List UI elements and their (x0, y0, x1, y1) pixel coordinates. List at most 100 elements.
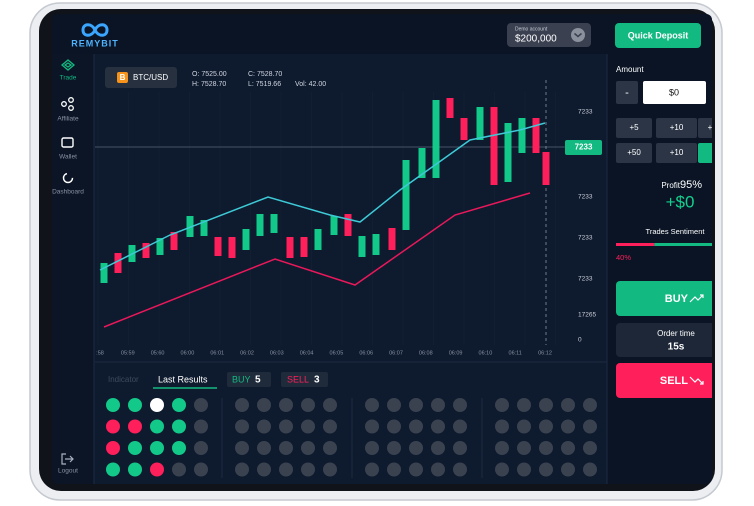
current-price: 7233 (575, 143, 593, 152)
time-label: 06:06 (359, 350, 373, 356)
result-dot (431, 419, 445, 434)
result-dot (561, 462, 575, 477)
sell-label: SELL (660, 375, 688, 387)
candle (476, 107, 484, 140)
time-label: 05:60 (151, 350, 165, 356)
sidebar-item[interactable]: Wallet (59, 154, 77, 161)
result-dot (453, 441, 467, 455)
candle (270, 214, 278, 233)
result-dot (172, 419, 186, 434)
result-dot (561, 419, 575, 434)
candle (402, 160, 410, 230)
result-dot (539, 419, 553, 434)
quick-amount-button[interactable] (616, 143, 652, 163)
result-dot (150, 441, 164, 455)
time-label: 06:07 (389, 350, 403, 356)
buy-count: 5 (255, 375, 261, 386)
order-time-box[interactable] (616, 323, 716, 357)
account-box[interactable] (507, 23, 591, 47)
time-label: 06:10 (479, 350, 493, 356)
result-dot (279, 419, 293, 434)
quick-amount-label: + (708, 123, 713, 132)
minus-button[interactable] (616, 81, 638, 104)
buy-label: BUY (665, 293, 689, 305)
quick-deposit-button[interactable] (615, 23, 701, 48)
sidebar-item[interactable]: Trade (60, 75, 77, 82)
candle (114, 253, 122, 273)
wallet-icon (61, 137, 74, 148)
indicator-tab[interactable]: Indicator (108, 375, 139, 384)
affiliate-icon (68, 97, 74, 103)
time-label: 05:59 (121, 350, 135, 356)
sidebar-item[interactable]: Dashboard (52, 189, 84, 196)
candle (156, 238, 164, 255)
result-dot (194, 398, 208, 412)
result-dot (409, 441, 423, 455)
sidebar-item[interactable]: Affiliate (57, 116, 79, 123)
time-label: 06:05 (330, 350, 344, 356)
result-dot (279, 398, 293, 412)
time-label: :58 (96, 350, 104, 356)
result-dot (235, 398, 249, 412)
result-dot (409, 419, 423, 434)
top-bar (52, 14, 712, 54)
results-grid (106, 398, 597, 478)
logo-text: REMYBIT (71, 38, 119, 48)
time-label: 06:00 (181, 350, 195, 356)
quick-amount-active[interactable] (698, 143, 718, 163)
dashboard-icon (62, 172, 74, 184)
result-dot (583, 462, 597, 477)
time-label: 06:04 (300, 350, 314, 356)
result-dot (387, 441, 401, 455)
result-dot (172, 441, 186, 455)
quick-amount-button[interactable] (656, 143, 697, 163)
sentiment-buy (654, 243, 712, 246)
result-dot (583, 441, 597, 455)
candle (532, 118, 540, 153)
result-dot (150, 398, 164, 412)
quick-amount-button[interactable] (698, 118, 718, 138)
result-dot (257, 419, 271, 434)
sentiment-bar (616, 243, 712, 246)
candle (372, 234, 380, 255)
result-dot (301, 398, 315, 412)
candle (142, 243, 150, 258)
quick-amounts: +5 +10 + +50 +10 (616, 118, 718, 163)
buy-button[interactable] (616, 281, 716, 316)
amount-input[interactable] (643, 81, 706, 104)
sell-button[interactable] (616, 363, 716, 398)
candle (242, 229, 250, 250)
candle (388, 228, 396, 250)
quick-amount-button[interactable] (656, 118, 697, 138)
price-label: 7233 (578, 235, 593, 242)
result-dot (365, 398, 379, 412)
result-dot (365, 462, 379, 477)
result-dot (301, 462, 315, 477)
result-dot (128, 398, 142, 412)
candle (256, 214, 264, 236)
account-dropdown[interactable] (571, 28, 585, 42)
time-label: 06:02 (240, 350, 254, 356)
result-dot (128, 462, 142, 477)
current-price-tag (565, 140, 602, 155)
result-dot (301, 419, 315, 434)
time-label: 06:01 (210, 350, 224, 356)
result-dot (583, 419, 597, 434)
last-results-tab[interactable]: Last Results (158, 374, 208, 384)
quick-amount-button[interactable] (616, 118, 652, 138)
result-dot (561, 441, 575, 455)
sentiment-label: Trades Sentiment (646, 227, 706, 236)
result-dot (279, 441, 293, 455)
sell-count: 3 (314, 375, 320, 386)
affiliate-icon (61, 101, 67, 107)
result-dot (257, 441, 271, 455)
result-dot (235, 462, 249, 477)
sidebar (52, 54, 94, 484)
candle (518, 118, 526, 153)
result-dot (279, 462, 293, 477)
candle (432, 100, 440, 178)
result-dot (150, 462, 164, 477)
logout-label[interactable]: Logout (58, 468, 78, 475)
candle (330, 216, 338, 235)
